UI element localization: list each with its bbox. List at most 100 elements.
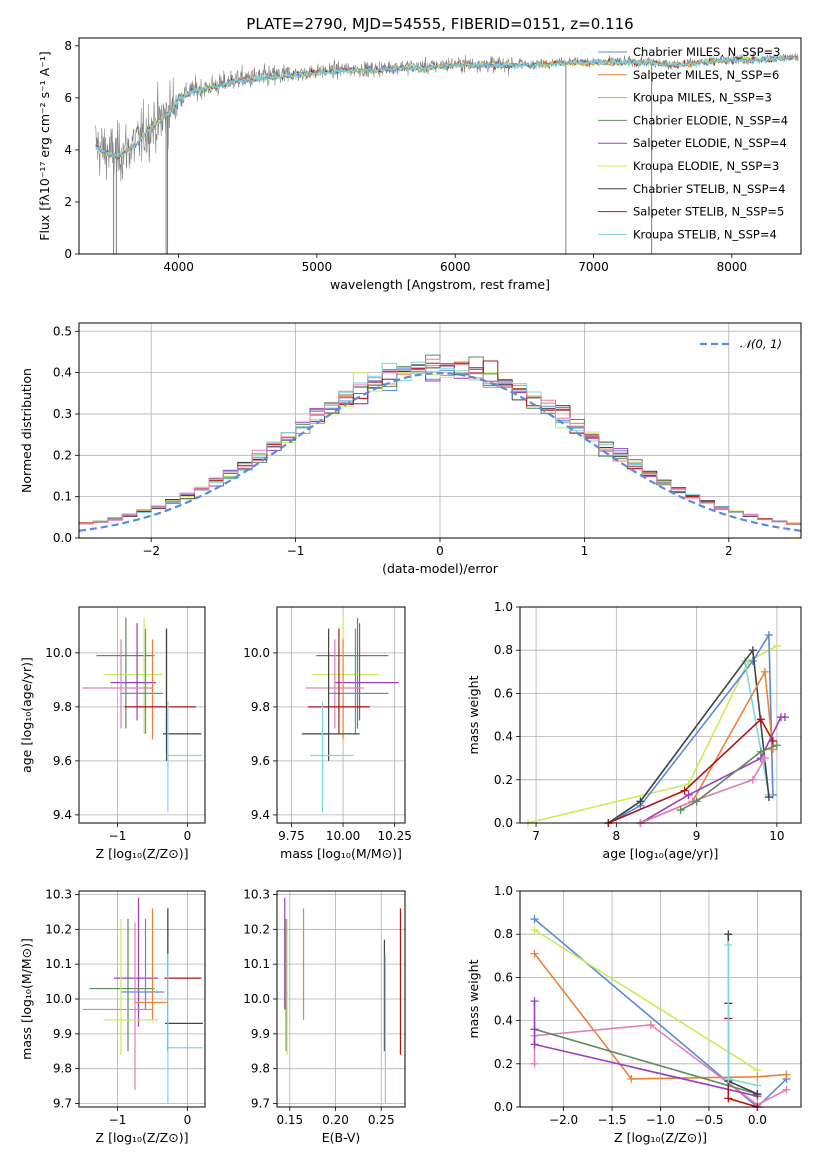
legend-label: Salpeter ELODIE, N_SSP=4 xyxy=(633,136,787,150)
axes-mass_vs_z: −1 0 9.7 9.8 9.9 10.0 10.1 10.2 10.3 Z [log₁₀(Z/Z… xyxy=(19,887,205,1145)
x-tick-label: −1 xyxy=(109,1113,127,1127)
series-marker xyxy=(530,997,539,1006)
series-line xyxy=(680,744,778,811)
model-kroupa_stelib xyxy=(95,54,799,158)
series-marker xyxy=(724,941,733,949)
y-tick-label: 0.4 xyxy=(494,1014,513,1028)
y-tick-label: 9.8 xyxy=(53,700,72,714)
x-tick-label: 7 xyxy=(532,829,540,843)
x-axis-label: (data-model)/error xyxy=(382,561,499,576)
series-marker xyxy=(530,925,539,934)
series-marker xyxy=(780,713,789,722)
y-tick-label: 1.0 xyxy=(494,600,513,614)
chart-title: PLATE=2790, MJD=54555, FIBERID=0151, z=0… xyxy=(246,15,633,33)
y-tick-label: 9.9 xyxy=(251,1027,270,1041)
x-tick-label: 0 xyxy=(184,829,192,843)
series-marker xyxy=(753,1081,762,1090)
series-marker xyxy=(748,646,757,655)
y-tick-label: 9.9 xyxy=(53,1027,72,1041)
y-tick-label: 0.1 xyxy=(53,490,72,504)
series-marker xyxy=(760,667,769,676)
series-line xyxy=(639,716,785,824)
y-tick-label: 10.3 xyxy=(243,887,270,901)
x-tick-label: −1 xyxy=(287,544,305,558)
x-tick-label: 10.00 xyxy=(326,829,360,843)
frame-mass_vs_ebv xyxy=(276,890,406,1108)
frame-weight_vs_age xyxy=(519,606,802,824)
legend-label: Salpeter MILES, N_SSP=6 xyxy=(633,68,779,82)
series-marker xyxy=(753,1090,762,1099)
series-marker xyxy=(530,949,539,958)
series-marker xyxy=(753,1072,762,1081)
axes-residuals: −2 −1 0 1 2 0.0 0.1 0.2 0.3 0.4 0.5 (data-model)/er… xyxy=(19,323,801,576)
x-tick-label: 0 xyxy=(436,544,444,558)
series-marker xyxy=(684,790,693,799)
errorbar-plot-mass_vs_z xyxy=(82,897,203,1104)
y-tick-label: 10.2 xyxy=(45,922,72,936)
series-line xyxy=(607,718,774,824)
y-tick-label: 0.8 xyxy=(494,643,513,657)
series-marker xyxy=(782,1070,791,1079)
y-tick-label: 9.8 xyxy=(251,700,270,714)
y-axis-label: Normed distribution xyxy=(19,368,34,493)
series-marker xyxy=(756,715,765,724)
legend: 𝒩(0, 1) xyxy=(700,337,782,351)
y-tick-label: 0.6 xyxy=(494,686,513,700)
line-plot-weight_vs_age xyxy=(524,631,789,827)
y-tick-label: 9.7 xyxy=(53,1097,72,1111)
y-tick-label: 0.8 xyxy=(494,927,513,941)
frame-mass_vs_z xyxy=(78,890,206,1108)
x-tick-label: 10.25 xyxy=(377,829,411,843)
legend-label: Kroupa MILES, N_SSP=3 xyxy=(633,91,772,105)
x-tick-label: −0.5 xyxy=(694,1113,723,1127)
series-marker xyxy=(756,747,765,756)
x-axis-label: age [log₁₀(age/yr)] xyxy=(603,846,719,861)
series-line xyxy=(534,1028,758,1095)
y-tick-label: 10.2 xyxy=(243,922,270,936)
series-marker xyxy=(676,806,685,815)
series-marker xyxy=(646,1020,655,1029)
y-tick-label: 4 xyxy=(64,143,72,157)
series-line xyxy=(527,645,778,824)
series-marker xyxy=(530,1059,539,1068)
y-tick-label: 9.8 xyxy=(251,1062,270,1076)
frame-age_vs_z xyxy=(78,606,206,824)
series-marker xyxy=(748,775,757,784)
legend-label: 𝒩(0, 1) xyxy=(740,337,782,351)
y-tick-label: 10.0 xyxy=(243,646,270,660)
y-tick-label: 1.0 xyxy=(494,884,513,898)
x-tick-label: 6000 xyxy=(440,260,471,274)
errorbar-plot-mass_vs_ebv xyxy=(284,897,402,1104)
x-tick-label: 0.15 xyxy=(276,1113,303,1127)
legend-label: Chabrier ELODIE, N_SSP=4 xyxy=(633,113,788,127)
y-tick-label: 0.0 xyxy=(53,531,72,545)
y-tick-label: 0.0 xyxy=(494,816,513,830)
x-tick-label: −1 xyxy=(109,829,127,843)
x-tick-label: 5000 xyxy=(302,260,333,274)
series-line xyxy=(607,648,770,824)
y-tick-label: 9.6 xyxy=(251,754,270,768)
y-tick-label: 9.7 xyxy=(251,1097,270,1111)
errorbar-plot-age_vs_z xyxy=(82,617,202,813)
series-marker xyxy=(764,631,773,640)
y-tick-label: 0.2 xyxy=(494,1057,513,1071)
series-marker xyxy=(724,1074,733,1083)
spectrum-plot xyxy=(95,52,799,254)
axes-age_vs_z: −1 0 9.4 9.6 9.8 10.0 Z [log₁₀(Z/Z⊙)] age [log₁… xyxy=(19,607,205,861)
errorbar-plot-age_vs_mass xyxy=(301,617,399,813)
histogram-pink xyxy=(79,358,801,525)
x-axis-label: Z [log₁₀(Z/Z⊙)] xyxy=(96,1130,189,1145)
axes-spectrum: 4000 5000 6000 7000 8000 0 2 4 6 8 wavelength [Ang… xyxy=(37,39,747,292)
series-marker xyxy=(530,1040,539,1049)
series-marker xyxy=(724,1094,733,1103)
y-tick-label: 9.4 xyxy=(53,808,72,822)
series-marker xyxy=(530,915,539,924)
x-tick-label: 7000 xyxy=(578,260,609,274)
normal-curve xyxy=(79,371,801,532)
histogram-kroupa_stelib xyxy=(79,361,801,525)
legend-label: Salpeter STELIB, N_SSP=5 xyxy=(633,205,784,219)
x-tick-label: 4000 xyxy=(163,260,194,274)
y-tick-label: 0.2 xyxy=(494,773,513,787)
x-axis-label: mass [log₁₀(M/M⊙)] xyxy=(280,846,402,861)
y-tick-label: 0.0 xyxy=(494,1100,513,1114)
